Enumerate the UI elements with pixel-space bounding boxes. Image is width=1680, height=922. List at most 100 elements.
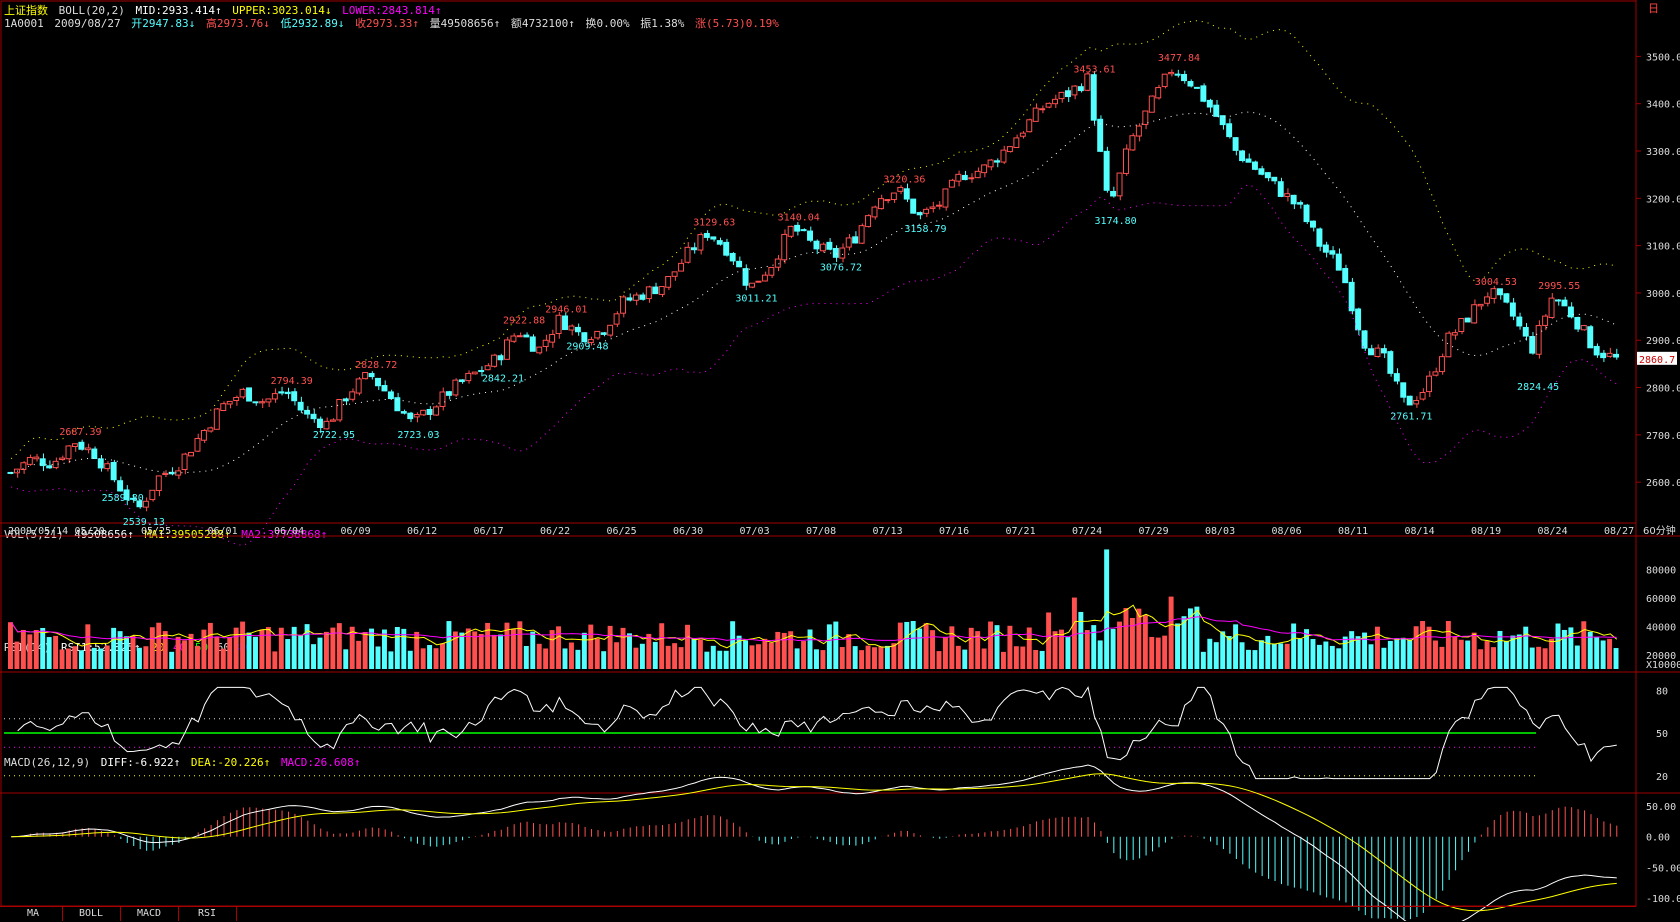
candle-body bbox=[1561, 299, 1568, 307]
volume-bar bbox=[59, 649, 65, 669]
volume-bar bbox=[562, 648, 568, 669]
candle-body bbox=[1006, 146, 1013, 153]
macd-dea: DEA:-20.226↑ bbox=[190, 756, 271, 769]
volume-bar bbox=[465, 628, 471, 669]
candle-body bbox=[1342, 268, 1349, 284]
volume-bar bbox=[607, 625, 613, 669]
candle-body bbox=[594, 330, 601, 339]
candle-body bbox=[155, 475, 162, 492]
candle-body bbox=[1355, 308, 1362, 331]
volume-bar bbox=[130, 635, 136, 669]
candle-body bbox=[1090, 74, 1097, 121]
volume-bar bbox=[1471, 632, 1477, 669]
candle-body bbox=[1271, 176, 1278, 182]
volume-bar bbox=[1194, 606, 1200, 669]
vol-unit: X10000 bbox=[1646, 660, 1680, 671]
volume-bar bbox=[8, 622, 13, 669]
volume-bar bbox=[1568, 627, 1574, 669]
candle-body bbox=[1045, 102, 1052, 108]
indicator-tab-bar bbox=[0, 906, 1636, 922]
candle-body bbox=[1496, 288, 1503, 296]
candle-body bbox=[1123, 148, 1129, 174]
volume-bar bbox=[156, 622, 162, 669]
candle-body bbox=[1613, 353, 1620, 358]
candle-body bbox=[800, 229, 807, 232]
candle-body bbox=[1103, 150, 1110, 191]
candle-body bbox=[1593, 345, 1600, 356]
volume-bar bbox=[1033, 649, 1039, 669]
candle-body bbox=[845, 237, 852, 248]
candle-body bbox=[968, 177, 975, 180]
volume-bar bbox=[1433, 640, 1438, 669]
volume-bar bbox=[1213, 642, 1219, 669]
volume-bar bbox=[188, 633, 194, 669]
candle-body bbox=[819, 243, 826, 252]
low-annotation: 3076.72 bbox=[820, 263, 862, 274]
tab-boll[interactable]: BOLL bbox=[62, 907, 121, 921]
volume-bar bbox=[1155, 637, 1161, 669]
volume-bar bbox=[968, 627, 974, 669]
volume-bar bbox=[311, 644, 317, 669]
volume-bar bbox=[1310, 639, 1316, 669]
vol-value: 49508656↑ bbox=[74, 528, 134, 541]
candle-body bbox=[1058, 91, 1065, 100]
close: 收2973.33↑ bbox=[355, 17, 420, 30]
volume-bar bbox=[568, 642, 574, 669]
volume-bar bbox=[401, 628, 407, 669]
volume-bar bbox=[1342, 636, 1348, 669]
volume-bar bbox=[510, 628, 516, 669]
candle-body bbox=[1084, 73, 1091, 91]
candle-body bbox=[1309, 220, 1316, 228]
volume-bar bbox=[1516, 634, 1522, 669]
volume-bar bbox=[201, 629, 207, 669]
volume-bar bbox=[1065, 636, 1071, 669]
volume-bar bbox=[1078, 611, 1084, 669]
volume-bar bbox=[994, 625, 1000, 669]
high-annotation: 2828.72 bbox=[355, 360, 397, 371]
rsi-tick-label: 20 bbox=[1656, 772, 1668, 783]
volume-bar bbox=[1478, 649, 1484, 669]
candle-body bbox=[897, 186, 904, 192]
volume-bar bbox=[478, 633, 484, 669]
candle-body bbox=[246, 387, 253, 402]
candle-body bbox=[523, 334, 530, 338]
volume-bar bbox=[104, 645, 110, 669]
volume-bar bbox=[1136, 608, 1142, 669]
candle-body bbox=[304, 409, 311, 415]
candle-body bbox=[1555, 299, 1561, 302]
volume-bar bbox=[72, 646, 78, 669]
volume-bar bbox=[1265, 635, 1271, 669]
volume-bar bbox=[1529, 647, 1535, 669]
volume-bar bbox=[78, 650, 84, 669]
volume-bar bbox=[639, 643, 645, 669]
volume-bar bbox=[543, 648, 549, 669]
candle-body bbox=[52, 460, 59, 469]
tab-rsi[interactable]: RSI bbox=[178, 907, 237, 921]
volume-bar bbox=[723, 650, 729, 669]
volume-bar bbox=[1271, 643, 1277, 669]
candle-body bbox=[194, 438, 201, 452]
candle-body bbox=[1516, 316, 1523, 327]
volume-bar bbox=[1323, 641, 1329, 669]
tab-macd[interactable]: MACD bbox=[120, 907, 179, 921]
volume-bar bbox=[98, 648, 104, 669]
candle-body bbox=[632, 294, 639, 301]
volume-bar bbox=[1536, 646, 1542, 669]
tab-ma[interactable]: MA bbox=[4, 907, 63, 921]
candle-body bbox=[355, 378, 362, 394]
volume-bar bbox=[826, 624, 832, 669]
low-annotation: 2824.45 bbox=[1517, 382, 1559, 393]
volume-bar bbox=[1407, 639, 1413, 669]
period-switch-icon[interactable]: 日 bbox=[1648, 2, 1659, 15]
volume-bar bbox=[207, 622, 213, 669]
volume-bar bbox=[1110, 628, 1116, 669]
vol-ma2-line bbox=[10, 616, 1617, 642]
volume-bar bbox=[923, 623, 929, 669]
candle-body bbox=[678, 262, 685, 272]
volume-bar bbox=[246, 632, 252, 669]
candle-body bbox=[407, 412, 414, 420]
candle-body bbox=[1413, 400, 1420, 405]
candle-body bbox=[291, 391, 298, 402]
candle-body bbox=[149, 489, 156, 501]
